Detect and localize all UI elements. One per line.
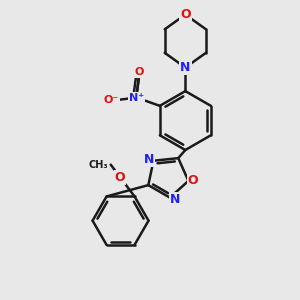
Text: O: O [134,68,144,77]
Text: N: N [144,153,154,166]
Text: O⁻: O⁻ [103,95,119,105]
Text: N⁺: N⁺ [129,92,144,103]
Text: N: N [180,61,190,74]
Text: N: N [170,193,180,206]
Text: O: O [188,174,198,188]
Text: O: O [115,171,125,184]
Text: CH₃: CH₃ [88,160,108,170]
Text: O: O [180,8,190,21]
